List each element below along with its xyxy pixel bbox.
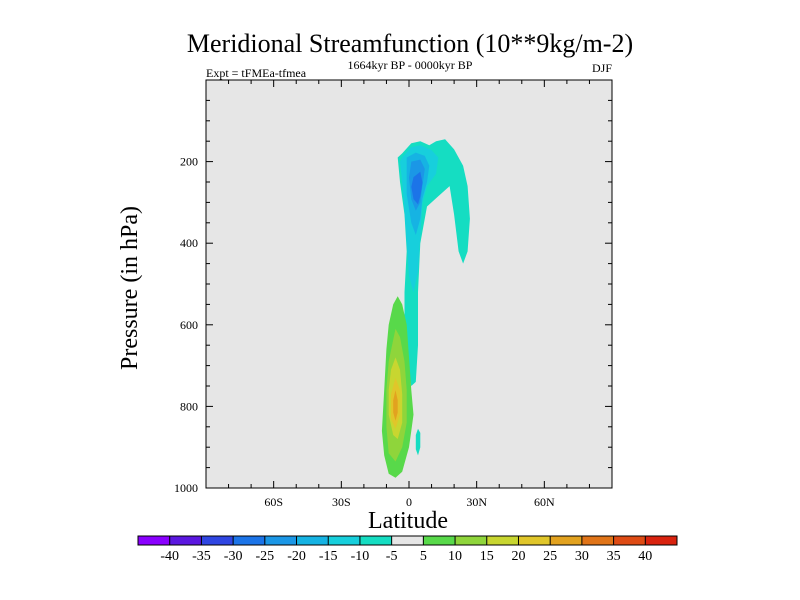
colorbar-label: -10 [351,549,370,564]
colorbar-label: -30 [224,549,243,564]
colorbar-label: -35 [192,549,211,564]
contour-layer [381,139,470,478]
colorbar: -40 -35 -30 -25 -20 -15 -10 -5 5 10 15 20 25 30 35 40 [137,535,678,564]
contour-region-level-neg5-5 [415,428,421,456]
colorbar-box [423,536,456,545]
colorbar-frame [137,535,678,546]
colorbar-label: -40 [160,549,179,564]
colorbar-label: 40 [638,549,652,564]
x-tick-label: 0 [406,495,412,509]
tick-layer: 60S 30S 0 30N 60N 200 400 600 800 1000 [174,80,612,509]
colorbar-label: -15 [319,549,338,564]
colorbar-label: 15 [480,549,494,564]
colorbar-label: -25 [255,549,274,564]
colorbar-box [328,536,361,545]
colorbar-box [169,536,202,545]
colorbar-box [233,536,266,545]
y-tick-label: 600 [180,318,198,332]
season-label: DJF [592,61,612,75]
time-range-label: 1664kyr BP - 0000kyr BP [348,58,473,72]
colorbar-box [486,536,519,545]
colorbar-label: 10 [448,549,462,564]
y-tick-label: 800 [180,399,198,413]
colorbar-box [296,536,329,545]
colorbar-label: -20 [287,549,306,564]
colorbar-box [138,536,171,545]
colorbar-box [645,536,678,545]
colorbar-box [264,536,297,545]
y-tick-label: 400 [180,236,198,250]
colorbar-box [359,536,392,545]
colorbar-box [455,536,488,545]
colorbar-label: 30 [575,549,589,564]
x-axis-title: Latitude [368,508,448,534]
contour-region-level-25-10 [393,390,398,421]
x-tick-label: 60N [534,495,555,509]
colorbar-label: 35 [607,549,621,564]
colorbar-box [391,536,424,545]
colorbar-box [201,536,234,545]
x-tick-label: 60S [264,495,283,509]
colorbar-box [518,536,551,545]
y-tick-label: 200 [180,155,198,169]
colorbar-label: 20 [511,549,525,564]
y-tick-label: 1000 [174,481,198,495]
x-tick-label: 30S [332,495,351,509]
colorbar-label: -5 [386,549,398,564]
experiment-label: Expt = tFMEa-tfmea [206,66,307,80]
colorbar-label: 5 [420,549,427,564]
x-tick-label: 30N [466,495,487,509]
contour-region-level-neg25-4 [411,171,423,205]
y-axis-title: Pressure (in hPa) [117,206,143,370]
chart-title: Meridional Streamfunction (10**9kg/m-2) [187,29,633,58]
colorbar-label: 25 [543,549,557,564]
colorbar-box [550,536,583,545]
colorbar-box [581,536,614,545]
colorbar-box [613,536,646,545]
